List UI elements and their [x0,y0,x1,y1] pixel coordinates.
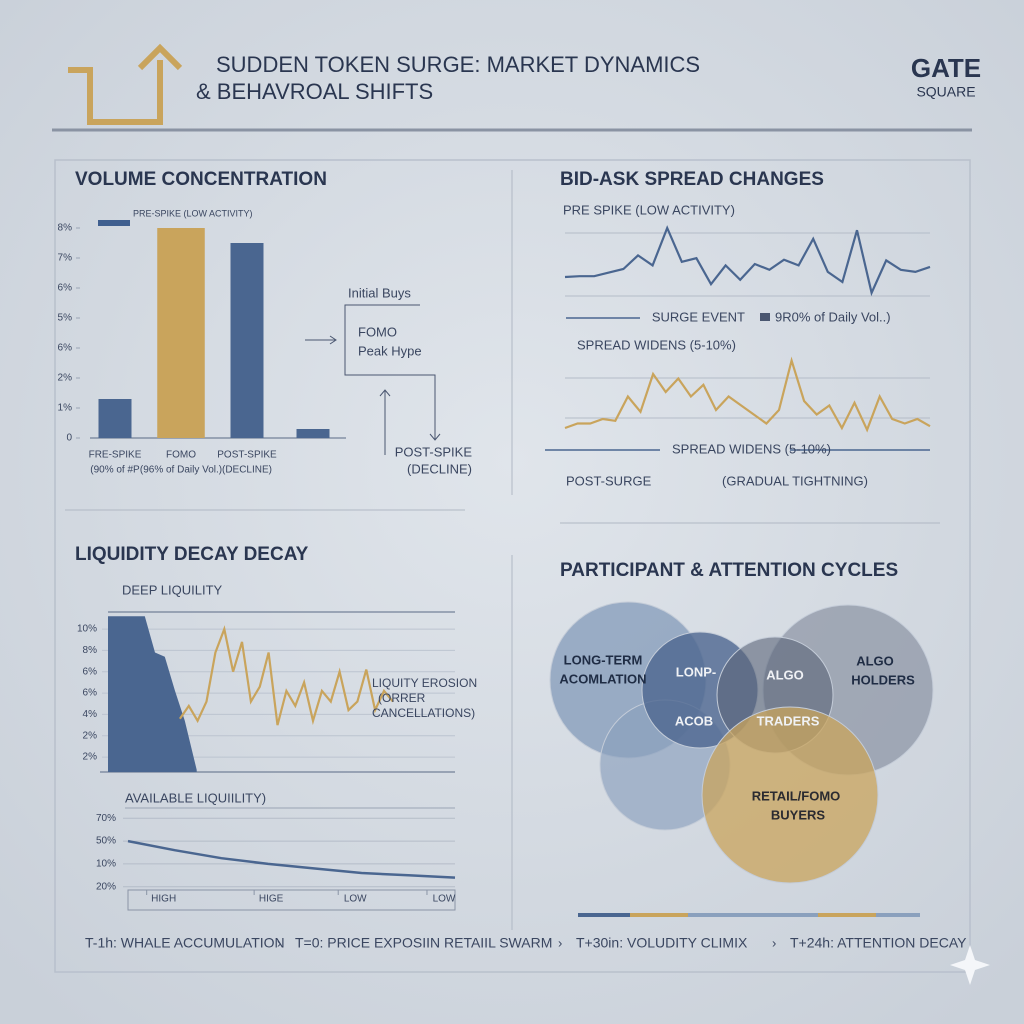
bar [98,399,132,438]
color-strip [876,913,920,917]
annotation: LIQUITY EROSION [372,676,477,690]
frame-line [127,889,456,911]
chart-title: BID-ASK SPREAD CHANGES [560,169,824,190]
logo-text: SQUARE [916,84,975,100]
logo-text: GATE [911,53,981,83]
color-strip [578,913,630,917]
timeline-step: T+24h: ATTENTION DECAY [790,935,967,951]
venn-label: ACOMLATION [559,671,646,686]
timeline-arrow: › [772,935,776,950]
flow-arrow [305,335,337,345]
y-tick-label: 8% [83,645,98,656]
logo-arrow [68,43,183,125]
venn-label: ACOB [675,713,713,728]
line [178,625,394,726]
annotation: SPREAD WIDENS (5-10%) [672,441,831,456]
x-tick-label: FRE-SPIKE [89,450,142,461]
bar [230,243,264,438]
y-tick-label: 20% [96,881,116,892]
y-tick-label: 6% [58,283,73,294]
y-tick-label: 8% [58,223,73,234]
y-tick-label: 2% [58,373,73,384]
legend-swatch [98,220,130,226]
y-tick-label: 5% [58,313,73,324]
y-tick-label: 1% [58,403,73,414]
bar [157,228,205,438]
timeline-step: T=0: PRICE EXPOSIIN RETAIIL SWARM [295,935,552,951]
x-tick-label: HIGE [259,894,284,905]
venn-circle [701,706,879,884]
color-strip [630,913,688,917]
chart-title: LIQUIDITY DECAY DECAY [75,544,309,565]
x-tick-label: LOW [433,894,456,905]
venn-label: LONG-TERM [564,652,643,667]
venn-label: ALGO [856,653,894,668]
annotation: (DECLINE) [407,461,472,476]
y-tick-label: 6% [83,688,98,699]
annotation: (ORRER [378,691,426,705]
x-tick-label: POST-SPIKE [217,450,277,461]
x-tick-note: (90% of #P [90,465,140,476]
x-tick-label: HIGH [151,894,176,905]
flow-arrow [379,389,391,455]
y-tick-label: 10% [96,859,116,870]
legend-label: PRE-SPIKE (LOW ACTIVITY) [133,208,253,218]
y-tick-label: 7% [58,253,73,264]
area [108,616,197,772]
annotation: Initial Buys [348,285,411,300]
venn-label: ALGO [766,667,804,682]
y-tick-label: 70% [96,813,116,824]
annotation: FOMO [358,324,397,339]
y-tick-label: 10% [77,624,97,635]
timeline-arrow: › [558,935,562,950]
venn-label: HOLDERS [851,672,915,687]
line [564,225,931,297]
x-tick-note: (96% of Daily Vol.) [140,465,222,476]
annotation: 9R0% of Daily Vol..) [775,309,891,324]
annotation: SPREAD WIDENS (5-10%) [577,337,736,352]
y-tick-label: 2% [83,730,98,741]
flow-arrow [344,304,441,441]
annotation: POST-SURGE [566,473,652,488]
x-tick-note: (DECLINE) [222,465,272,476]
timeline-step: T+30in: VOLUDITY CLIMIX [576,935,748,951]
x-tick-label: FOMO [166,450,196,461]
timeline-arrow: › [277,935,281,950]
annotation: POST-SPIKE [395,444,473,459]
y-tick-label: 4% [83,709,98,720]
x-tick-label: LOW [344,894,367,905]
y-tick-label: 0 [66,433,72,444]
venn-label: RETAIL/FOMO [752,788,841,803]
color-strip [818,913,876,917]
annotation: DEEP LIQUILITY [122,582,223,597]
line [127,839,456,879]
panel-frame [54,159,971,973]
annotation: (GRADUAL TIGHTNING) [722,473,868,488]
annotation: PRE SPIKE (LOW ACTIVITY) [563,202,735,217]
y-tick-label: 6% [83,666,98,677]
y-tick-label: 50% [96,836,116,847]
color-strip [688,913,818,917]
line [564,356,931,433]
y-tick-label: 2% [83,752,98,763]
venn-label: TRADERS [757,713,820,728]
sparkle [950,945,990,985]
y-tick-label: 6% [58,343,73,354]
annotation: SURGE EVENT [652,309,745,324]
title: SUDDEN TOKEN SURGE: MARKET DYNAMICS [216,52,700,77]
venn-label: BUYERS [771,807,826,822]
title: & BEHAVROAL SHIFTS [196,79,433,104]
venn-label: LONP- [676,664,716,679]
chart-title: AVAILABLE LIQUIILITY) [125,790,266,805]
chart-title: PARTICIPANT & ATTENTION CYCLES [560,560,898,581]
timeline-step: T-1h: WHALE ACCUMULATION [85,935,285,951]
bar [296,429,330,438]
venn [549,601,934,884]
annotation: CANCELLATIONS) [372,706,475,720]
annotation: Peak Hype [358,343,422,358]
chart-title: VOLUME CONCENTRATION [75,169,327,190]
flag-icon [760,313,770,321]
